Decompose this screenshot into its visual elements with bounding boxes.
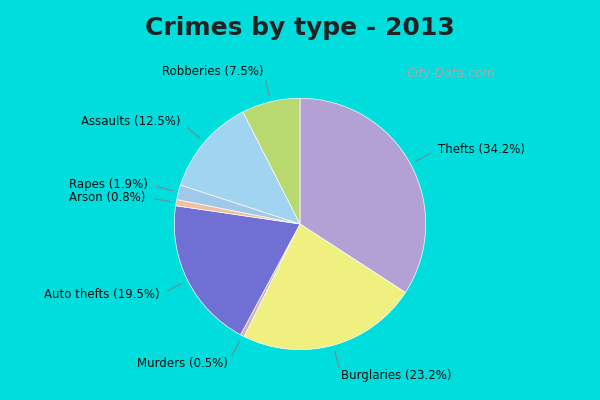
Text: City-Data.com: City-Data.com [406, 67, 495, 80]
Wedge shape [181, 112, 300, 224]
Text: Robberies (7.5%): Robberies (7.5%) [162, 65, 263, 78]
Wedge shape [176, 185, 300, 224]
Text: Crimes by type - 2013: Crimes by type - 2013 [145, 16, 455, 40]
Wedge shape [174, 206, 300, 335]
Wedge shape [243, 98, 300, 224]
Wedge shape [300, 98, 426, 292]
Wedge shape [176, 200, 300, 224]
Wedge shape [241, 224, 300, 336]
Text: Burglaries (23.2%): Burglaries (23.2%) [341, 369, 452, 382]
Text: Rapes (1.9%): Rapes (1.9%) [69, 178, 148, 191]
Text: Murders (0.5%): Murders (0.5%) [137, 357, 228, 370]
Wedge shape [244, 224, 406, 350]
Text: Arson (0.8%): Arson (0.8%) [69, 191, 145, 204]
Text: Auto thefts (19.5%): Auto thefts (19.5%) [44, 288, 160, 301]
Text: Thefts (34.2%): Thefts (34.2%) [438, 142, 525, 156]
Text: Assaults (12.5%): Assaults (12.5%) [81, 115, 181, 128]
